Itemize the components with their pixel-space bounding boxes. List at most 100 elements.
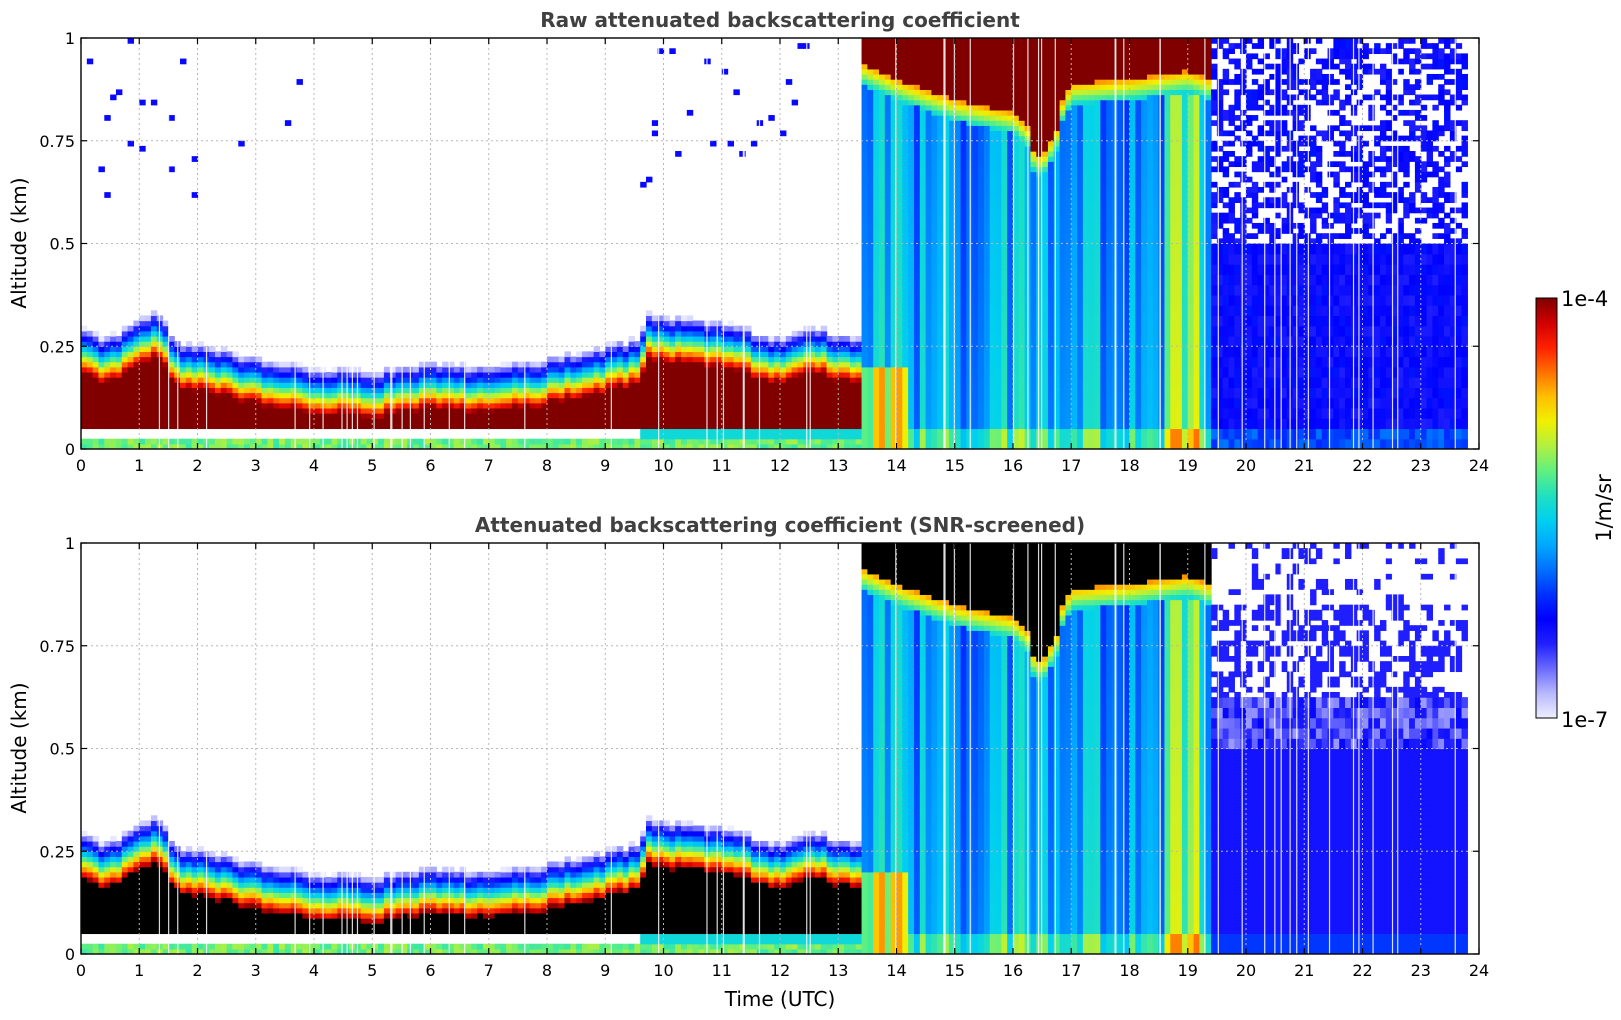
heatmap-cell — [191, 407, 199, 414]
heatmap-cell — [873, 361, 880, 368]
heatmap-cell — [838, 392, 845, 399]
heatmap-cell — [1013, 115, 1020, 121]
heatmap-cell — [925, 284, 933, 291]
heatmap-cell — [978, 38, 985, 44]
heatmap-cell — [954, 53, 962, 60]
heatmap-cell — [978, 366, 985, 373]
heatmap-cell — [733, 423, 740, 430]
heatmap-cell — [995, 284, 1002, 291]
heatmap-cell — [680, 351, 688, 358]
heatmap-cell — [820, 371, 828, 378]
heatmap-cell — [86, 387, 94, 394]
heatmap-cell — [255, 392, 263, 399]
heatmap-cell — [884, 274, 892, 281]
heatmap-cell — [593, 382, 601, 388]
heatmap-cell — [616, 407, 624, 414]
heatmap-cell — [587, 413, 595, 419]
heatmap-cell — [896, 38, 903, 44]
heatmap-cell — [727, 351, 734, 358]
heatmap-cell — [162, 351, 169, 358]
heatmap-cell — [978, 130, 985, 137]
heatmap-cell — [529, 402, 536, 409]
heatmap-cell — [366, 443, 373, 449]
heatmap-cell — [983, 140, 991, 147]
heatmap-cell — [937, 402, 944, 409]
heatmap-cell — [1018, 356, 1026, 363]
heatmap-cell — [133, 361, 140, 368]
heatmap-cell — [721, 392, 729, 399]
heatmap-cell — [436, 392, 443, 399]
heatmap-cell — [541, 382, 548, 388]
heatmap-cell — [884, 145, 892, 152]
heatmap-cell — [937, 120, 944, 126]
heatmap-cell — [925, 151, 933, 157]
heatmap-cell — [879, 305, 886, 311]
heatmap-cell — [564, 443, 571, 449]
heatmap-cell — [931, 443, 938, 449]
heatmap-cell — [517, 387, 525, 394]
heatmap-cell — [896, 382, 903, 388]
heatmap-cell — [535, 361, 542, 368]
heatmap-cell — [733, 397, 740, 404]
heatmap-cell — [919, 94, 927, 101]
heatmap-cell — [908, 248, 915, 255]
heatmap-cell — [523, 377, 531, 383]
heatmap-cell — [512, 387, 519, 394]
heatmap-cell — [587, 407, 595, 414]
heatmap-cell — [989, 438, 997, 445]
heatmap-cell — [611, 402, 618, 409]
heatmap-cell — [150, 407, 158, 414]
heatmap-cell — [983, 305, 991, 311]
heatmap-cell — [343, 371, 350, 378]
heatmap-cell — [960, 402, 967, 409]
heatmap-cell — [249, 356, 257, 363]
heatmap-cell — [477, 366, 484, 373]
heatmap-cell — [721, 346, 729, 352]
heatmap-cell — [954, 397, 962, 404]
heatmap-cell — [972, 351, 979, 358]
heatmap-cell — [966, 186, 973, 193]
heatmap-cell — [640, 377, 647, 383]
heatmap-cell — [849, 346, 857, 352]
heatmap-cell — [715, 428, 723, 435]
heatmap-cell — [110, 387, 117, 394]
heatmap-cell — [995, 145, 1002, 152]
heatmap-cell — [832, 361, 839, 368]
heatmap-cell — [220, 392, 228, 399]
heatmap-cell — [622, 392, 630, 399]
heatmap-cell — [657, 382, 665, 388]
heatmap-cell — [436, 366, 443, 373]
heatmap-cell — [908, 53, 915, 60]
heatmap-cell — [1007, 361, 1014, 368]
heatmap-cell — [220, 346, 228, 352]
heatmap-cell — [861, 402, 868, 409]
heatmap-cell — [791, 418, 799, 424]
heatmap-cell — [913, 43, 921, 49]
heatmap-cell — [931, 207, 938, 214]
heatmap-cell — [844, 377, 851, 383]
heatmap-cell — [931, 84, 938, 90]
heatmap-cell — [879, 279, 886, 286]
heatmap-cell — [954, 274, 962, 281]
heatmap-cell — [1036, 335, 1043, 342]
heatmap-cell — [937, 73, 944, 80]
heatmap-cell — [937, 248, 944, 255]
heatmap-cell — [943, 258, 950, 265]
heatmap-cell — [873, 43, 880, 49]
heatmap-cell — [640, 330, 647, 337]
heatmap-cell — [1036, 346, 1043, 352]
heatmap-cell — [879, 258, 886, 265]
heatmap-cell — [226, 382, 234, 388]
heatmap-cell — [1001, 428, 1008, 435]
heatmap-cell — [896, 310, 903, 317]
heatmap-cell — [931, 335, 938, 342]
heatmap-cell — [948, 320, 956, 327]
heatmap-cell — [879, 356, 886, 363]
heatmap-cell — [366, 397, 373, 404]
heatmap-cell — [972, 433, 979, 440]
heatmap-cell — [989, 228, 997, 234]
heatmap-cell — [162, 325, 169, 332]
heatmap-cell — [1030, 151, 1037, 157]
heatmap-cell — [913, 346, 921, 352]
heatmap-cell — [611, 356, 618, 363]
